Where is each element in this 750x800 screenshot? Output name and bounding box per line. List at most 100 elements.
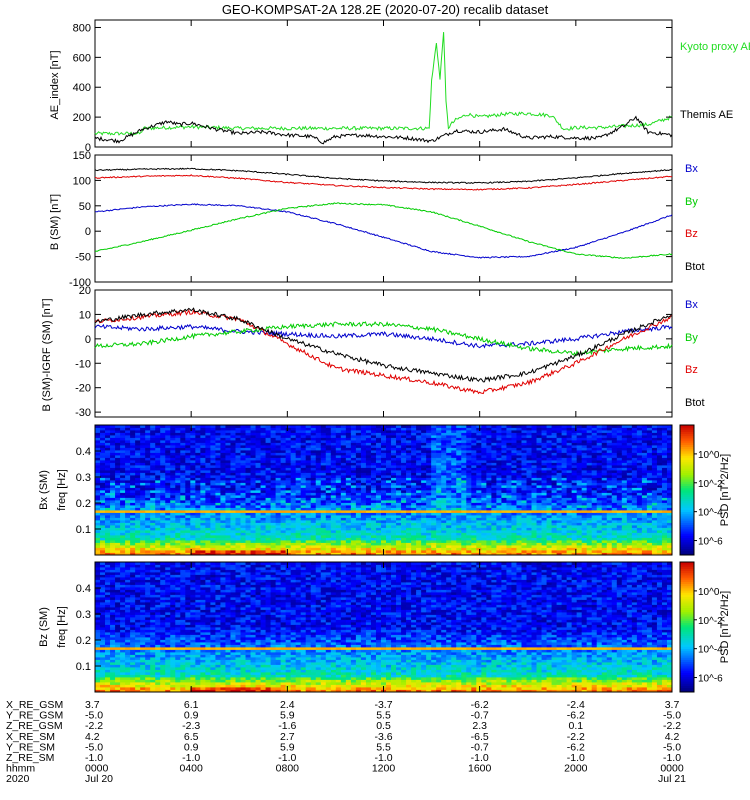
bx-spec-cell — [325, 507, 332, 511]
bx-spec-cell — [250, 542, 256, 546]
bx-spec-cell — [441, 465, 447, 468]
bx-spec-cell — [375, 517, 382, 521]
bx-spec-cell — [466, 485, 472, 488]
bx-spec-cell — [125, 517, 131, 521]
bx-spec-cell — [125, 467, 131, 471]
bx-spec-cell — [471, 432, 477, 436]
bx-spec-cell — [511, 447, 517, 451]
bx-spec-cell — [556, 537, 563, 541]
bx-spec-cell — [265, 512, 272, 516]
bx-spec-cell — [401, 540, 407, 543]
bx-spec-cell — [125, 547, 131, 551]
bx-spec-cell — [150, 542, 156, 546]
bx-spec-cell — [471, 437, 477, 441]
bx-spec-cell — [285, 457, 292, 461]
bx-spec-cell — [355, 485, 362, 488]
bx-spec-cell — [486, 487, 492, 491]
bx-spec-cell — [315, 515, 322, 518]
bx-spec-cell — [110, 495, 116, 498]
bx-spec-cell — [235, 507, 241, 511]
bx-spec-cell — [220, 477, 226, 481]
bx-spec-cell — [446, 487, 452, 491]
bx-spec-cell — [386, 495, 392, 498]
bx-spec-cell — [285, 460, 292, 463]
bx-spec-cell — [245, 492, 251, 496]
bx-spec-cell — [100, 437, 106, 441]
bx-spec-cell — [260, 492, 266, 496]
bx-spec-cell — [350, 552, 357, 556]
bx-spec-cell — [225, 425, 231, 428]
bx-spec-cell — [100, 442, 106, 446]
bx-spec-cell — [105, 542, 111, 546]
bx-spec-cell — [295, 470, 302, 473]
bx-spec-cell — [431, 465, 437, 468]
bx-spec-cell — [315, 455, 322, 458]
bx-spec-cell — [531, 507, 537, 511]
bx-spec-cell — [431, 445, 437, 448]
bx-spec-cell — [175, 502, 181, 506]
bx-spec-cell — [496, 470, 502, 473]
bx-spec-cell — [546, 470, 552, 473]
bx-spec-cell — [95, 457, 101, 461]
bx-spec-cell — [245, 462, 251, 466]
bx-spec-cell — [516, 435, 522, 438]
bx-spec-cell — [205, 502, 211, 506]
bx-spec-cell — [160, 517, 166, 521]
bx-spec-cell — [185, 485, 191, 488]
bx-spec-cell — [431, 550, 437, 553]
bx-spec-cell — [120, 542, 126, 546]
bx-spec-cell — [360, 527, 367, 531]
bx-spec-cell — [456, 540, 462, 543]
bx-spec-cell — [416, 502, 422, 506]
bx-spec-cell — [140, 502, 146, 506]
bx-spec-cell — [451, 540, 457, 543]
bx-spec-cell — [516, 542, 522, 546]
bx-spec-cell — [260, 455, 266, 458]
bx-spec-cell — [380, 490, 387, 493]
bx-spec-cell — [556, 472, 563, 476]
bx-spec-cell — [335, 427, 342, 431]
bx-spec-cell — [541, 470, 547, 473]
bx-spec-cell — [185, 505, 191, 508]
bx-spec-cell — [451, 427, 457, 431]
bx-spec-cell — [386, 427, 392, 431]
bx-spec-cell — [325, 515, 332, 518]
bx-spec-cell — [110, 480, 116, 483]
bx-spec-cell — [471, 507, 477, 511]
bx-spec-cell — [235, 437, 241, 441]
bx-spec-cell — [225, 457, 231, 461]
bx-spec-cell — [100, 487, 106, 491]
bx-spec-cell — [491, 480, 497, 483]
bx-spec-cell — [391, 530, 397, 533]
bx-spec-cell — [551, 492, 557, 496]
bx-spec-cell — [115, 430, 121, 433]
bx-spec-cell — [511, 495, 517, 498]
bx-spec-cell — [531, 510, 537, 513]
bx-spec-cell — [446, 452, 452, 456]
bx-spec-cell — [411, 480, 417, 483]
bx-spec-cell — [210, 425, 216, 428]
bx-spec-cell — [526, 547, 532, 551]
bx-spec-cell — [360, 465, 367, 468]
bx-spec-cell — [255, 552, 261, 556]
bx-spec-cell — [130, 465, 136, 468]
bx-spec-cell — [215, 495, 221, 498]
bx-spec-cell — [290, 487, 297, 491]
bx-spec-cell — [180, 535, 186, 538]
bx-spec-cell — [441, 442, 447, 446]
bx-spec-cell — [536, 505, 542, 508]
bx-spec-cell — [526, 517, 532, 521]
bx-spec-cell — [345, 502, 352, 506]
bx-spec-cell — [521, 550, 527, 553]
bx-spec-cell — [350, 515, 357, 518]
bx-spec-cell — [265, 462, 272, 466]
bx-spec-cell — [210, 520, 216, 523]
bx-spec-cell — [320, 465, 327, 468]
bx-spec-cell — [105, 527, 111, 531]
bx-spec-cell — [200, 462, 206, 466]
bx-spec-cell — [546, 537, 552, 541]
bx-spec-cell — [466, 520, 472, 523]
bx-spec-cell — [516, 522, 522, 526]
bx-spec-cell — [110, 465, 116, 468]
bx-spec-cell — [200, 522, 206, 526]
